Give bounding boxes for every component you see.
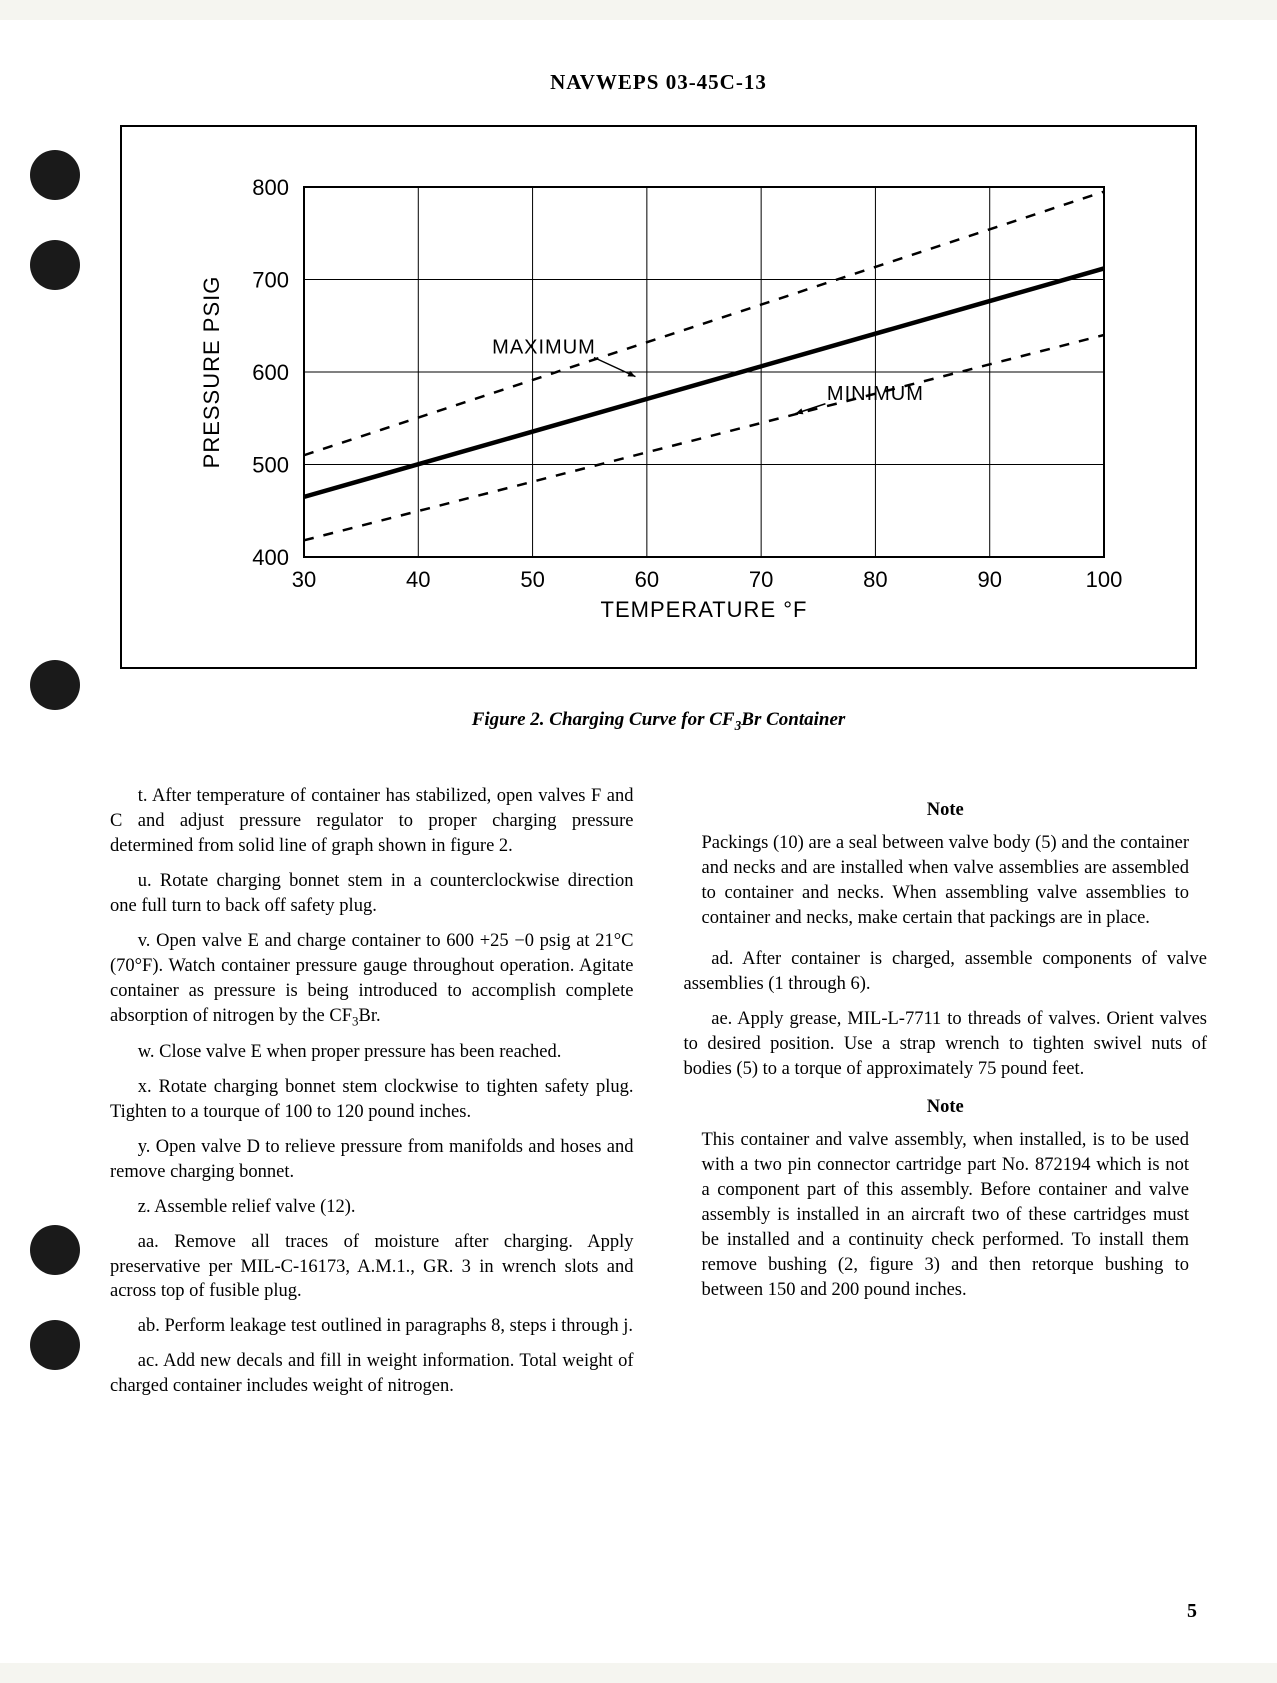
page: NAVWEPS 03-45C-13 30 40 50 60 70 80 90 100 400 50… xyxy=(0,20,1277,1663)
svg-text:50: 50 xyxy=(520,567,544,592)
svg-text:MAXIMUM: MAXIMUM xyxy=(492,337,596,359)
para-x: x. Rotate charging bonnet stem clockwise… xyxy=(110,1075,634,1125)
para-ae: ae. Apply grease, MIL-L-7711 to threads … xyxy=(684,1007,1208,1082)
svg-text:700: 700 xyxy=(252,268,289,293)
note1-body: Packings (10) are a seal between valve b… xyxy=(684,831,1208,931)
svg-text:PRESSURE PSIG: PRESSURE PSIG xyxy=(199,276,224,469)
svg-text:30: 30 xyxy=(291,567,315,592)
para-w: w. Close valve E when proper pressure ha… xyxy=(110,1040,634,1065)
svg-text:800: 800 xyxy=(252,175,289,200)
para-ab: ab. Perform leakage test outlined in par… xyxy=(110,1314,634,1339)
para-ac: ac. Add new decals and fill in weight in… xyxy=(110,1349,634,1399)
para-ad: ad. After container is charged, assemble… xyxy=(684,947,1208,997)
punch-hole-icon xyxy=(30,1320,80,1370)
note2-body: This container and valve assembly, when … xyxy=(684,1128,1208,1303)
para-z: z. Assemble relief valve (12). xyxy=(110,1195,634,1220)
svg-text:100: 100 xyxy=(1085,567,1122,592)
svg-text:40: 40 xyxy=(406,567,430,592)
text-columns: t. After temperature of container has st… xyxy=(110,784,1207,1410)
svg-text:60: 60 xyxy=(634,567,658,592)
svg-text:70: 70 xyxy=(748,567,772,592)
svg-text:500: 500 xyxy=(252,453,289,478)
page-header: NAVWEPS 03-45C-13 xyxy=(110,70,1207,95)
column-left: t. After temperature of container has st… xyxy=(110,784,634,1410)
note2-title: Note xyxy=(684,1095,1208,1120)
punch-hole-icon xyxy=(30,1225,80,1275)
svg-text:MINIMUM: MINIMUM xyxy=(826,383,923,405)
svg-text:80: 80 xyxy=(863,567,887,592)
para-y: y. Open valve D to relieve pressure from… xyxy=(110,1135,634,1185)
punch-hole-icon xyxy=(30,150,80,200)
para-u: u. Rotate charging bonnet stem in a coun… xyxy=(110,869,634,919)
para-v: v. Open valve E and charge container to … xyxy=(110,929,634,1030)
punch-hole-icon xyxy=(30,240,80,290)
svg-text:600: 600 xyxy=(252,360,289,385)
punch-hole-icon xyxy=(30,660,80,710)
column-right: Note Packings (10) are a seal between va… xyxy=(684,784,1208,1410)
para-t: t. After temperature of container has st… xyxy=(110,784,634,859)
chart-container: 30 40 50 60 70 80 90 100 400 500 600 700 800 TEMPERAT… xyxy=(120,125,1197,669)
svg-text:400: 400 xyxy=(252,545,289,570)
svg-text:90: 90 xyxy=(977,567,1001,592)
page-number: 5 xyxy=(1187,1600,1197,1623)
note1-title: Note xyxy=(684,798,1208,823)
charging-curve-chart: 30 40 50 60 70 80 90 100 400 500 600 700 800 TEMPERAT… xyxy=(174,167,1134,627)
svg-text:TEMPERATURE °F: TEMPERATURE °F xyxy=(600,597,807,622)
para-aa: aa. Remove all traces of moisture after … xyxy=(110,1230,634,1305)
caption-text: Figure 2. Charging Curve for CF3Br Conta… xyxy=(472,709,846,730)
figure-caption: Figure 2. Charging Curve for CF3Br Conta… xyxy=(110,709,1207,734)
